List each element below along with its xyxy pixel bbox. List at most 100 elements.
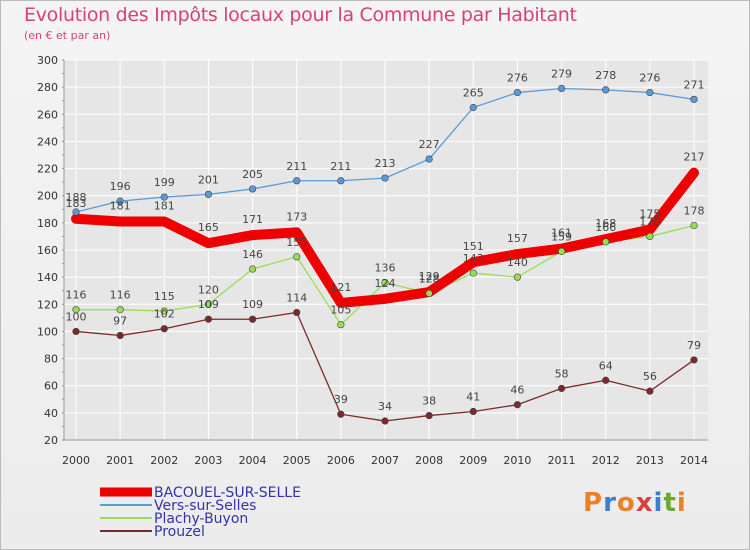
x-tick-label: 2010 xyxy=(503,454,531,467)
x-tick-label: 2004 xyxy=(239,454,267,467)
data-label: 161 xyxy=(551,227,572,240)
data-label: 166 xyxy=(595,221,616,234)
data-point xyxy=(337,410,345,418)
data-point xyxy=(646,232,654,241)
y-tick-label: 200 xyxy=(37,190,58,203)
data-label: 121 xyxy=(330,281,351,294)
data-point xyxy=(248,185,257,193)
y-tick-label: 140 xyxy=(37,271,58,284)
data-label: 181 xyxy=(110,200,131,213)
data-label: 278 xyxy=(595,69,616,82)
data-label: 181 xyxy=(154,200,175,213)
y-tick-label: 260 xyxy=(37,108,58,121)
x-tick-label: 2001 xyxy=(106,454,134,467)
y-tick-label: 100 xyxy=(37,325,58,338)
x-tick-label: 2007 xyxy=(371,454,399,467)
x-tick-label: 2002 xyxy=(150,454,178,467)
x-tick-label: 2009 xyxy=(459,454,487,467)
data-label: 39 xyxy=(334,393,348,406)
data-label: 201 xyxy=(198,173,219,186)
data-label: 279 xyxy=(551,68,572,81)
data-point xyxy=(602,376,610,384)
logo-letter: P xyxy=(583,488,604,518)
data-label: 128 xyxy=(419,272,440,285)
y-tick-label: 60 xyxy=(44,380,58,393)
data-point xyxy=(425,411,433,420)
series-line-0 xyxy=(71,167,699,308)
legend-label: BACOUEL-SUR-SELLE xyxy=(154,485,301,501)
y-tick-label: 20 xyxy=(44,434,58,447)
data-point xyxy=(557,384,566,393)
x-tick-label: 2013 xyxy=(636,454,664,467)
data-label: 211 xyxy=(330,160,351,173)
data-point xyxy=(513,401,522,409)
logo-letter: o xyxy=(616,488,636,518)
data-label: 165 xyxy=(198,221,219,234)
data-label: 109 xyxy=(198,298,219,311)
logo-letter: i xyxy=(653,488,664,518)
data-label: 183 xyxy=(66,197,87,210)
data-label: 100 xyxy=(66,310,87,323)
data-label: 58 xyxy=(555,367,569,380)
y-tick-label: 300 xyxy=(37,54,58,67)
x-tick-label: 2003 xyxy=(194,454,222,467)
y-tick-label: 160 xyxy=(37,244,58,257)
data-label: 196 xyxy=(110,180,131,193)
data-point xyxy=(602,86,610,94)
data-point xyxy=(381,278,389,287)
data-label: 46 xyxy=(510,384,524,397)
y-tick-label: 40 xyxy=(44,407,58,420)
data-label: 175 xyxy=(639,208,660,221)
y-tick-label: 280 xyxy=(37,81,58,94)
data-label: 105 xyxy=(330,304,351,317)
data-label: 136 xyxy=(375,262,396,275)
data-label: 102 xyxy=(154,308,175,321)
x-tick-label: 2000 xyxy=(62,454,90,467)
data-label: 211 xyxy=(286,160,307,173)
data-label: 151 xyxy=(463,240,484,253)
data-point xyxy=(337,321,345,329)
data-point xyxy=(116,197,124,205)
logo-letter: r xyxy=(603,488,617,518)
data-point xyxy=(646,88,654,97)
data-label: 56 xyxy=(643,370,657,383)
data-point xyxy=(248,265,257,273)
data-label: 64 xyxy=(599,359,613,372)
data-label: 109 xyxy=(242,298,263,311)
logo-letter: i xyxy=(676,488,687,518)
data-point xyxy=(160,325,168,333)
data-point xyxy=(469,103,477,112)
data-point xyxy=(116,306,124,314)
data-label: 217 xyxy=(684,151,705,164)
data-label: 271 xyxy=(684,78,705,91)
data-label: 188 xyxy=(66,191,87,204)
data-label: 114 xyxy=(286,291,307,304)
logo-letter: t xyxy=(663,488,677,518)
y-tick-label: 80 xyxy=(44,353,58,366)
data-point xyxy=(160,307,168,315)
logo-letter: x xyxy=(635,488,654,518)
data-label: 124 xyxy=(375,277,396,290)
data-point xyxy=(469,407,477,416)
data-label: 205 xyxy=(242,168,263,181)
data-point xyxy=(513,88,522,97)
data-point xyxy=(690,95,698,103)
data-label: 227 xyxy=(419,138,440,151)
x-tick-label: 2006 xyxy=(327,454,355,467)
data-label: 140 xyxy=(507,256,528,269)
data-point xyxy=(293,177,301,185)
x-tick-label: 2012 xyxy=(592,454,620,467)
x-tick-label: 2005 xyxy=(283,454,311,467)
data-point xyxy=(425,289,433,298)
data-point xyxy=(337,177,345,185)
y-tick-label: 180 xyxy=(37,217,58,230)
data-label: 213 xyxy=(375,157,396,170)
data-point xyxy=(557,84,566,93)
legend-label: Plachy-Buyon xyxy=(154,511,248,527)
data-label: 115 xyxy=(154,290,175,303)
data-label: 38 xyxy=(422,395,436,408)
data-label: 116 xyxy=(110,289,131,302)
y-tick-label: 220 xyxy=(37,163,58,176)
data-point xyxy=(72,327,80,336)
y-tick-label: 120 xyxy=(37,298,58,311)
